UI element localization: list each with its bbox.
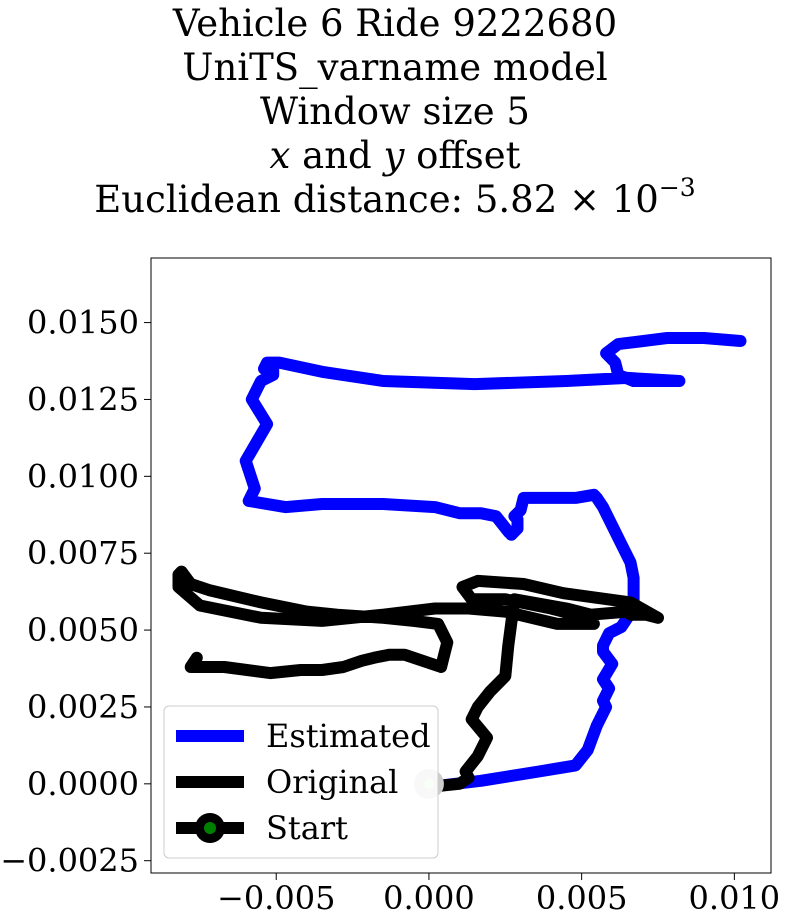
x-tick-label: −0.005 bbox=[217, 879, 335, 917]
legend-item-original: Original bbox=[176, 763, 398, 801]
title-line-3: Window size 5 bbox=[260, 90, 530, 133]
x-tick-label: 0.005 bbox=[536, 879, 628, 917]
title-y-var: y bbox=[383, 134, 405, 177]
title-line-1: Vehicle 6 Ride 9222680 bbox=[172, 2, 618, 45]
title-and: and bbox=[302, 134, 372, 177]
title-distance: Euclidean distance: 5.82 × 10 bbox=[94, 178, 659, 221]
axes-frame bbox=[150, 257, 772, 874]
legend-item-estimated: Estimated bbox=[176, 717, 431, 755]
y-tick-label: −0.0025 bbox=[0, 842, 139, 880]
title-x-var: x bbox=[269, 134, 291, 177]
x-tick-label: 0.010 bbox=[689, 879, 781, 917]
title-line-4: x and y offset bbox=[0, 134, 790, 178]
y-tick-label: 0.0150 bbox=[27, 304, 139, 342]
series-line-estimated bbox=[239, 332, 747, 793]
legend-box bbox=[163, 705, 439, 859]
series-line-original bbox=[172, 565, 664, 793]
chart-title: Vehicle 6 Ride 9222680 UniTS_varname mod… bbox=[0, 2, 790, 222]
title-line-5: Euclidean distance: 5.82 × 10−3 bbox=[0, 175, 790, 222]
legend: Estimated Original Start bbox=[163, 705, 439, 859]
title-exponent: −3 bbox=[658, 173, 696, 202]
y-tick-label: 0.0025 bbox=[27, 688, 139, 726]
y-tick-label: 0.0075 bbox=[27, 534, 139, 572]
y-tick-label: 0.0000 bbox=[27, 765, 139, 803]
x-tick-label: 0.000 bbox=[383, 879, 475, 917]
title-line-2: UniTS_varname model bbox=[182, 46, 608, 89]
legend-item-start: Start bbox=[176, 809, 348, 847]
y-tick-label: 0.0125 bbox=[27, 380, 139, 418]
legend-label: Original bbox=[266, 763, 398, 801]
legend-start-marker-inner bbox=[204, 822, 216, 834]
y-tick-label: 0.0050 bbox=[27, 611, 139, 649]
legend-label: Estimated bbox=[266, 717, 431, 755]
title-offset: offset bbox=[416, 134, 521, 177]
y-tick-label: 0.0100 bbox=[27, 457, 139, 495]
legend-label: Start bbox=[266, 809, 348, 847]
